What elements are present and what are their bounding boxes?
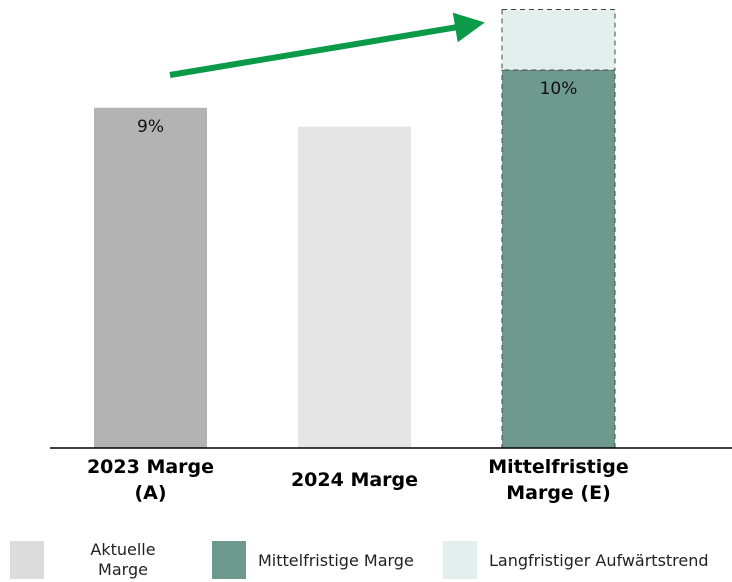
- legend-item: Mittelfristige Marge: [212, 540, 414, 580]
- bar: [94, 107, 207, 448]
- bar: [298, 126, 411, 448]
- x-tick-label: 2024 Marge: [290, 469, 419, 491]
- legend-swatch: [443, 541, 477, 579]
- legend-swatch: [10, 541, 44, 579]
- legend-swatch: [212, 541, 246, 579]
- x-tick-label: Mittelfristige Marge (E): [488, 456, 629, 504]
- legend-label: Mittelfristige Marge: [258, 550, 414, 570]
- legend-label: Aktuelle Marge: [90, 540, 156, 579]
- legend-label: Langfristiger Aufwärtstrend: [489, 550, 709, 570]
- data-label: 10%: [540, 79, 578, 99]
- x-tick-label: 2023 Marge (A): [86, 456, 215, 504]
- bar: [501, 69, 616, 449]
- data-label: 9%: [137, 117, 164, 137]
- legend-item: Langfristiger Aufwärtstrend: [443, 540, 709, 580]
- trend-arrow: [169, 12, 485, 78]
- chart: 9% 10%: [50, 9, 732, 449]
- bar: [501, 9, 616, 71]
- legend-item: Aktuelle Marge: [10, 540, 168, 580]
